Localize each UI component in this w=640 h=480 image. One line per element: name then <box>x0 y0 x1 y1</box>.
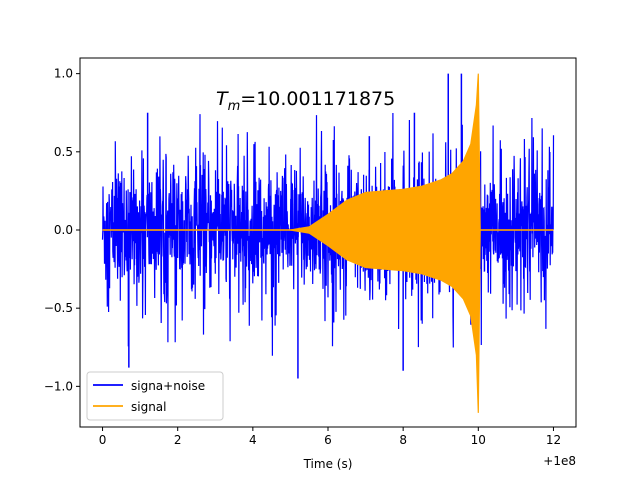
annotation-main: T <box>216 88 229 110</box>
y-tick-label: 1.0 <box>54 67 73 81</box>
legend-label-signal-noise: signa+noise <box>131 379 205 393</box>
annotation: Tm=10.001171875 <box>216 88 395 114</box>
x-tick-label: 4 <box>249 433 257 447</box>
x-offset-label: +1e8 <box>543 454 576 468</box>
legend-label-signal: signal <box>131 400 167 414</box>
y-tick-label: 0.5 <box>54 145 73 159</box>
y-tick-label: −0.5 <box>44 301 73 315</box>
legend: signa+noise signal <box>86 371 224 421</box>
y-tick-label: −1.0 <box>44 379 73 393</box>
x-tick-label: 0 <box>99 433 107 447</box>
annotation-subscript: m <box>228 99 241 114</box>
x-tick-label: 6 <box>324 433 332 447</box>
x-tick-label: 12 <box>546 433 561 447</box>
x-tick-label: 2 <box>174 433 182 447</box>
x-tick-label: 10 <box>471 433 486 447</box>
annotation-value: =10.001171875 <box>240 88 395 110</box>
series-area-signal <box>102 73 554 413</box>
x-tick-label: 8 <box>399 433 407 447</box>
legend-box <box>86 371 224 421</box>
x-axis-label: Time (s) <box>303 457 353 471</box>
y-tick-label: 0.0 <box>54 223 73 237</box>
